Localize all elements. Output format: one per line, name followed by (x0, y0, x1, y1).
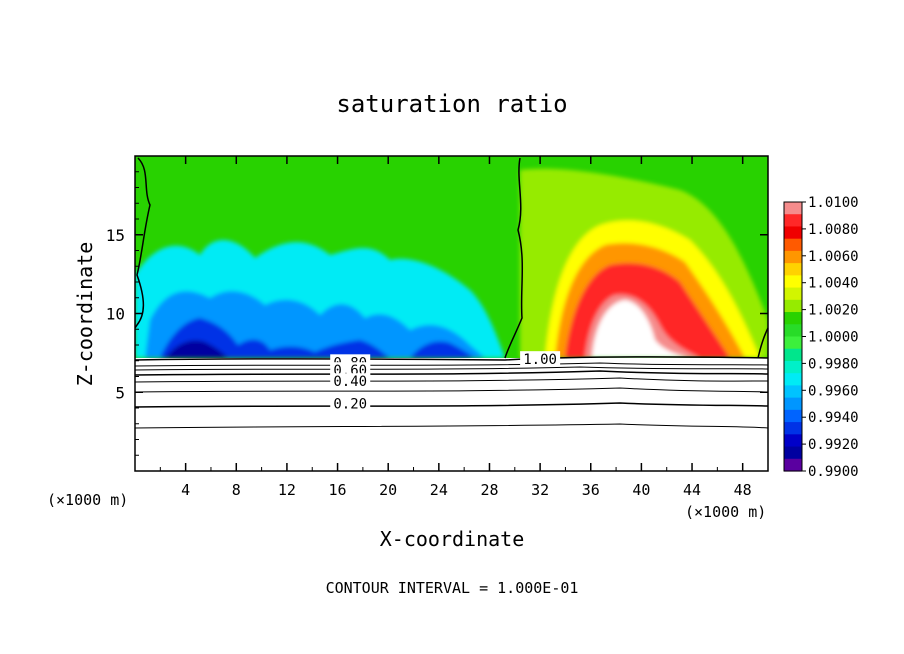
x-tick-label: 12 (278, 481, 296, 499)
colorbar-swatch (784, 385, 802, 399)
field-dark-blue (160, 318, 390, 358)
colorbar-swatch (784, 348, 802, 362)
contour-1.00-right (757, 327, 769, 359)
x-tick-label: 4 (181, 481, 190, 499)
x-tick-label: 20 (379, 481, 397, 499)
colorbar-label: 1.0000 (808, 330, 859, 346)
colorbar-swatch (784, 312, 802, 325)
colorbar-label: 1.0020 (808, 303, 859, 319)
x-tick-label: 8 (232, 481, 241, 499)
contour-interval-note: CONTOUR INTERVAL = 1.000E-01 (326, 579, 579, 597)
colorbar-swatch (784, 373, 802, 387)
colorbar-label: 1.0060 (808, 249, 859, 265)
colorbar-label: 1.0040 (808, 276, 859, 292)
contour-1.00-left (134, 157, 151, 329)
y-axis: 5 10 15 (106, 171, 768, 456)
contour-upper-1 (134, 356, 769, 361)
x-tick-label: 36 (582, 481, 600, 499)
colorbar-swatch (784, 263, 802, 276)
x-tick-label: 24 (430, 481, 448, 499)
y-axis-label: Z-coordinate (73, 242, 97, 387)
colorbar-label: 0.9960 (808, 383, 859, 399)
colorbar: 1.0100 1.0080 1.0060 1.0040 1.0020 1.0000 0.99… (783, 195, 859, 480)
colorbar-swatch (784, 202, 802, 215)
x-tick-label: 48 (734, 481, 752, 499)
x-unit-label-right: (×1000 m) (685, 503, 766, 521)
contour-mid (134, 387, 769, 393)
colorbar-swatch (784, 226, 802, 240)
contour-label: 0.20 (333, 396, 367, 412)
contour-lines (134, 157, 769, 429)
contour-0.20 (134, 402, 769, 408)
colorbar-label: 1.0100 (808, 195, 859, 211)
colorbar-swatch (784, 360, 802, 374)
contour-label-bg (330, 362, 371, 377)
field-white-core (592, 300, 688, 358)
field-navy (165, 340, 228, 358)
colorbar-label: 0.9980 (808, 356, 859, 372)
x-tick-label: 16 (329, 481, 347, 499)
x-tick-label: 40 (632, 481, 650, 499)
colorbar-swatch (784, 409, 802, 423)
x-tick-label: 32 (531, 481, 549, 499)
colorbar-swatch (784, 250, 802, 264)
contour-label: 1.00 (523, 352, 557, 368)
plot-field (135, 156, 768, 471)
contour-lowest (134, 423, 769, 429)
supersaturated-region (520, 168, 768, 358)
colorbar-swatch (784, 238, 802, 252)
contour-label: 0.40 (333, 374, 367, 390)
colorbar-label: 0.9940 (808, 410, 859, 426)
colorbar-label: 1.0080 (808, 222, 859, 238)
x-axis-label: X-coordinate (380, 527, 525, 551)
contour-labels: 0.800.600.400.201.00 (330, 351, 561, 412)
contour-label-bg (520, 351, 561, 366)
x-axis: 4 8 12 16 20 24 28 32 36 40 44 48 (159, 156, 752, 499)
x-tick-label: 28 (480, 481, 498, 499)
colorbar-label: 0.9900 (808, 464, 859, 480)
chart-title: saturation ratio (336, 90, 567, 118)
contour-upper-4 (134, 370, 769, 376)
contour-upper-3 (134, 366, 769, 371)
colorbar-swatch (784, 434, 802, 448)
colorbar-swatch (784, 324, 802, 338)
colorbar-swatch (784, 458, 802, 472)
y-tick-label: 15 (106, 226, 125, 245)
colorbar-swatch (784, 214, 802, 228)
colorbar-swatch (784, 287, 802, 301)
colorbar-swatch (784, 275, 802, 289)
contour-upper-5 (134, 377, 769, 383)
colorbar-swatch (784, 299, 802, 313)
y-tick-label: 5 (115, 383, 125, 402)
contour-1.00-middle (504, 157, 524, 359)
contour-label-bg (330, 373, 371, 388)
colorbar-label: 0.9920 (808, 437, 859, 453)
colorbar-swatch (784, 397, 802, 411)
colorbar-swatch (784, 336, 802, 350)
field-dark-blue-2 (410, 341, 475, 358)
x-tick-label: 44 (683, 481, 701, 499)
colorbar-swatch (784, 422, 802, 435)
subsaturated-region (135, 240, 505, 358)
lower-layer (135, 358, 768, 471)
colorbar-swatch (784, 446, 802, 460)
y-tick-label: 10 (106, 305, 125, 324)
x-unit-label-left: (×1000 m) (47, 491, 128, 509)
contour-label-bg (330, 395, 371, 410)
